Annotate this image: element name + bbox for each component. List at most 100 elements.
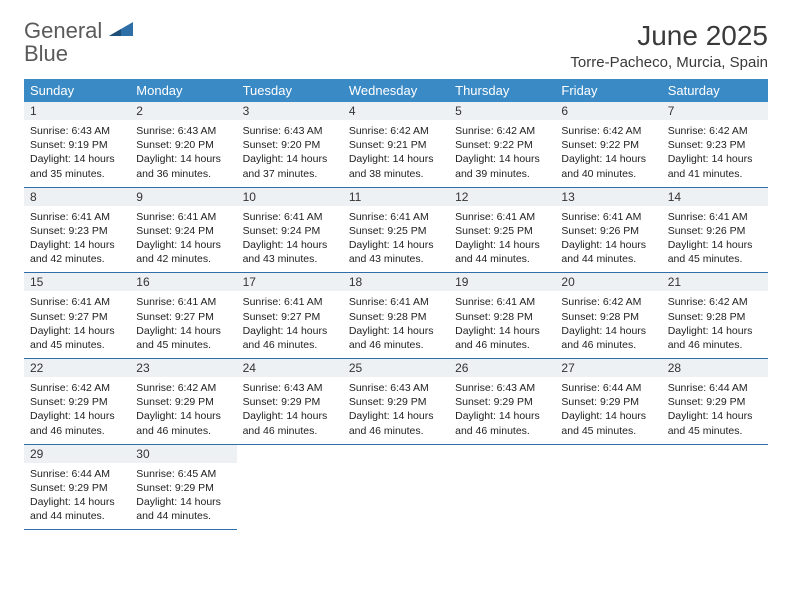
day-cell: 16Sunrise: 6:41 AMSunset: 9:27 PMDayligh… [130,273,236,359]
day-number: 19 [449,273,555,291]
day-cell: 11Sunrise: 6:41 AMSunset: 9:25 PMDayligh… [343,187,449,273]
day-details: Sunrise: 6:43 AMSunset: 9:19 PMDaylight:… [24,120,130,187]
sunrise-value: 6:41 AM [497,211,536,223]
day-details: Sunrise: 6:42 AMSunset: 9:23 PMDaylight:… [662,120,768,187]
day-number: 14 [662,188,768,206]
day-details: Sunrise: 6:41 AMSunset: 9:28 PMDaylight:… [343,291,449,358]
sunset-value: 9:22 PM [600,139,639,151]
daylight-label: Daylight: [561,239,605,251]
logo: General Blue [24,20,135,66]
day-details: Sunrise: 6:41 AMSunset: 9:27 PMDaylight:… [24,291,130,358]
sunrise-value: 6:42 AM [497,125,536,137]
sunset-label: Sunset: [668,139,707,151]
sunrise-value: 6:43 AM [284,125,323,137]
day-details: Sunrise: 6:42 AMSunset: 9:29 PMDaylight:… [24,377,130,444]
sunset-value: 9:27 PM [281,311,320,323]
sunset-value: 9:26 PM [600,225,639,237]
sunset-label: Sunset: [136,311,175,323]
sunset-value: 9:24 PM [175,225,214,237]
sunset-value: 9:28 PM [494,311,533,323]
dow-friday: Friday [555,79,661,102]
sunrise-value: 6:41 AM [71,296,110,308]
sunrise-label: Sunrise: [349,211,390,223]
sunrise-label: Sunrise: [668,382,709,394]
sunset-value: 9:21 PM [387,139,426,151]
day-cell: 12Sunrise: 6:41 AMSunset: 9:25 PMDayligh… [449,187,555,273]
daylight-label: Daylight: [455,410,499,422]
day-details: Sunrise: 6:41 AMSunset: 9:26 PM Daylight:… [555,206,661,273]
day-cell: 13Sunrise: 6:41 AMSunset: 9:26 PMDayligh… [555,187,661,273]
sunrise-value: 6:41 AM [284,296,323,308]
daylight-label: Daylight: [668,325,712,337]
sunrise-label: Sunrise: [455,125,496,137]
sunrise-value: 6:41 AM [71,211,110,223]
day-cell: 24Sunrise: 6:43 AMSunset: 9:29 PMDayligh… [237,359,343,445]
sunrise-label: Sunrise: [561,296,602,308]
day-cell: 19Sunrise: 6:41 AMSunset: 9:28 PMDayligh… [449,273,555,359]
sunset-value: 9:29 PM [706,396,745,408]
empty-cell [555,444,661,530]
day-details: Sunrise: 6:42 AMSunset: 9:28 PMDaylight:… [662,291,768,358]
sunset-value: 9:29 PM [175,396,214,408]
dow-wednesday: Wednesday [343,79,449,102]
daylight-label: Daylight: [668,239,712,251]
day-cell: 4Sunrise: 6:42 AMSunset: 9:21 PMDaylight… [343,102,449,187]
day-details: Sunrise: 6:41 AMSunset: 9:28 PMDaylight:… [449,291,555,358]
sunset-value: 9:28 PM [600,311,639,323]
calendar-row: 8Sunrise: 6:41 AMSunset: 9:23 PMDaylight… [24,187,768,273]
calendar-row: 29Sunrise: 6:44 AMSunset: 9:29 PMDayligh… [24,444,768,530]
day-details: Sunrise: 6:42 AMSunset: 9:28 PMDaylight:… [555,291,661,358]
day-cell: 17Sunrise: 6:41 AMSunset: 9:27 PMDayligh… [237,273,343,359]
sunrise-value: 6:42 AM [603,125,642,137]
sunrise-value: 6:43 AM [390,382,429,394]
day-details: Sunrise: 6:42 AMSunset: 9:29 PMDaylight:… [130,377,236,444]
month-title: June 2025 [570,20,768,52]
sunset-label: Sunset: [561,311,600,323]
sunset-value: 9:19 PM [69,139,108,151]
header: General Blue June 2025 Torre-Pacheco, Mu… [24,20,768,71]
day-number: 26 [449,359,555,377]
sunset-value: 9:25 PM [387,225,426,237]
sunrise-label: Sunrise: [668,125,709,137]
sunset-value: 9:29 PM [494,396,533,408]
sunset-label: Sunset: [561,396,600,408]
day-details: Sunrise: 6:42 AMSunset: 9:22 PMDaylight:… [449,120,555,187]
day-cell: 30Sunrise: 6:45 AMSunset: 9:29 PMDayligh… [130,444,236,530]
sunrise-label: Sunrise: [561,211,602,223]
day-number: 21 [662,273,768,291]
daylight-label: Daylight: [243,325,287,337]
day-details: Sunrise: 6:43 AMSunset: 9:29 PMDaylight:… [343,377,449,444]
day-number: 22 [24,359,130,377]
day-number: 16 [130,273,236,291]
sunset-value: 9:24 PM [281,225,320,237]
sunset-label: Sunset: [349,311,388,323]
sunrise-label: Sunrise: [243,296,284,308]
sunrise-label: Sunrise: [668,211,709,223]
day-number: 23 [130,359,236,377]
daylight-label: Daylight: [668,153,712,165]
title-block: June 2025 Torre-Pacheco, Murcia, Spain [570,20,768,71]
sunrise-label: Sunrise: [243,211,284,223]
day-cell: 1Sunrise: 6:43 AMSunset: 9:19 PMDaylight… [24,102,130,187]
day-number: 9 [130,188,236,206]
sunset-label: Sunset: [561,225,600,237]
sunset-label: Sunset: [349,225,388,237]
sunset-label: Sunset: [455,225,494,237]
sunrise-value: 6:41 AM [603,211,642,223]
sunrise-label: Sunrise: [136,211,177,223]
sunrise-value: 6:44 AM [603,382,642,394]
sunset-value: 9:23 PM [706,139,745,151]
sunset-label: Sunset: [136,482,175,494]
day-cell: 26Sunrise: 6:43 AMSunset: 9:29 PMDayligh… [449,359,555,445]
day-cell: 27Sunrise: 6:44 AMSunset: 9:29 PMDayligh… [555,359,661,445]
day-details: Sunrise: 6:41 AMSunset: 9:25 PMDaylight:… [449,206,555,273]
sunrise-label: Sunrise: [30,125,71,137]
day-cell: 25Sunrise: 6:43 AMSunset: 9:29 PMDayligh… [343,359,449,445]
daylight-label: Daylight: [30,496,74,508]
sunset-label: Sunset: [136,396,175,408]
daylight-label: Daylight: [30,325,74,337]
sunrise-value: 6:42 AM [390,125,429,137]
day-cell: 2Sunrise: 6:43 AMSunset: 9:20 PMDaylight… [130,102,236,187]
empty-cell [662,444,768,530]
day-details: Sunrise: 6:42 AMSunset: 9:21 PMDaylight:… [343,120,449,187]
